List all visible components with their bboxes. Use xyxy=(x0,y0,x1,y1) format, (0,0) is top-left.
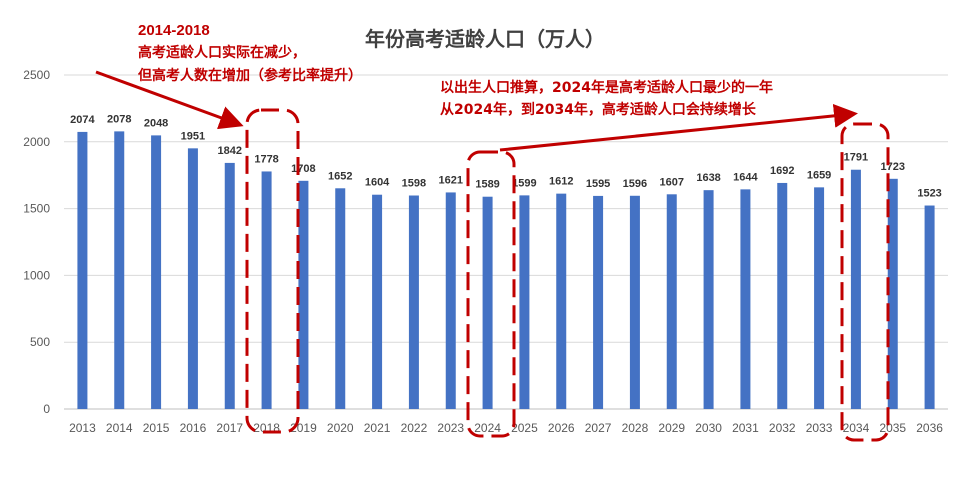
chart-title: 年份高考适龄人口（万人） xyxy=(365,27,605,51)
x-tick-label: 2025 xyxy=(511,421,538,435)
y-tick-label: 2500 xyxy=(23,68,50,82)
bar xyxy=(187,148,198,409)
x-tick-label: 2026 xyxy=(548,421,575,435)
bar xyxy=(77,131,88,409)
x-axis: 2013 2014 2015 2016 2017 2018 2019 2020 2021 2022… xyxy=(69,421,943,435)
bar xyxy=(740,189,751,409)
x-tick-label: 2022 xyxy=(401,421,428,435)
x-tick-label: 2032 xyxy=(769,421,796,435)
highlight-box-2024 xyxy=(466,150,516,438)
data-label: 1723 xyxy=(881,161,905,173)
y-tick-label: 500 xyxy=(30,335,50,349)
x-tick-label: 2014 xyxy=(106,421,133,435)
bar xyxy=(777,182,788,409)
x-tick-label: 2033 xyxy=(806,421,833,435)
gridlines xyxy=(64,74,948,410)
y-tick-label: 1000 xyxy=(23,268,50,282)
data-label: 1598 xyxy=(402,178,426,190)
bar xyxy=(666,194,677,409)
data-label: 1604 xyxy=(365,177,390,189)
bar xyxy=(445,192,456,409)
bars xyxy=(77,131,935,409)
y-tick-label: 0 xyxy=(43,402,50,416)
data-label: 2048 xyxy=(144,117,168,129)
data-label: 1692 xyxy=(770,165,794,177)
data-label: 1589 xyxy=(475,179,499,191)
data-label: 1842 xyxy=(218,145,242,157)
x-tick-label: 2015 xyxy=(143,421,170,435)
bar xyxy=(372,194,383,409)
annotation-right-line-2: 从2024年，到2034年，高考适龄人口会持续增长 xyxy=(440,101,757,118)
x-tick-label: 2028 xyxy=(622,421,649,435)
x-tick-label: 2030 xyxy=(695,421,722,435)
bar xyxy=(593,195,604,409)
y-axis: 0 500 1000 1500 2000 2500 xyxy=(23,68,50,416)
x-tick-label: 2021 xyxy=(364,421,391,435)
x-tick-label: 2035 xyxy=(879,421,906,435)
annotation-left-line-3: 但高考人数在增加（参考比率提升） xyxy=(137,67,362,84)
data-label: 1708 xyxy=(291,163,315,175)
bar xyxy=(298,180,309,409)
x-tick-label: 2029 xyxy=(658,421,685,435)
x-tick-label: 2016 xyxy=(180,421,207,435)
annotation-left: 2014-2018 高考适龄人口实际在减少， 但高考人数在增加（参考比率提升） xyxy=(137,22,362,84)
data-label: 2078 xyxy=(107,113,131,125)
bar xyxy=(408,195,419,409)
annotation-marks xyxy=(95,70,890,442)
data-label: 1599 xyxy=(512,177,536,189)
bar xyxy=(114,131,125,409)
data-label: 1778 xyxy=(254,153,278,165)
data-label: 1596 xyxy=(623,178,647,190)
data-label: 1523 xyxy=(917,188,941,200)
bar xyxy=(629,195,640,409)
bar xyxy=(556,193,567,409)
bar xyxy=(924,205,935,409)
data-label: 1659 xyxy=(807,169,831,181)
x-tick-label: 2024 xyxy=(474,421,501,435)
x-tick-label: 2023 xyxy=(437,421,464,435)
annotation-right-line-1: 以出生人口推算，2024年是高考适龄人口最少的一年 xyxy=(440,79,773,96)
data-label: 1638 xyxy=(696,172,720,184)
bar xyxy=(887,178,898,409)
x-tick-label: 2013 xyxy=(69,421,96,435)
y-tick-label: 2000 xyxy=(23,135,50,149)
highlight-box-2018 xyxy=(245,108,300,434)
x-tick-label: 2036 xyxy=(916,421,943,435)
x-tick-label: 2020 xyxy=(327,421,354,435)
bar xyxy=(850,169,861,409)
data-labels: 2074 2078 2048 1951 1842 1778 1708 1652 1604 1598… xyxy=(70,113,942,199)
bar xyxy=(703,190,714,409)
data-label: 2074 xyxy=(70,114,95,126)
y-tick-label: 1500 xyxy=(23,202,50,216)
x-tick-label: 2031 xyxy=(732,421,759,435)
data-label: 1607 xyxy=(660,176,684,188)
bar xyxy=(814,187,825,409)
bar xyxy=(519,195,530,409)
arrow-right xyxy=(499,103,858,152)
bar xyxy=(224,162,235,409)
data-label: 1621 xyxy=(439,174,463,186)
annotation-right: 以出生人口推算，2024年是高考适龄人口最少的一年 从2024年，到2034年，… xyxy=(440,79,773,118)
annotation-left-line-1: 2014-2018 xyxy=(138,22,210,39)
bar xyxy=(151,135,162,409)
highlight-box-2034 xyxy=(840,122,890,442)
x-tick-label: 2034 xyxy=(843,421,870,435)
data-label: 1595 xyxy=(586,178,610,190)
data-label: 1644 xyxy=(733,171,758,183)
x-tick-label: 2017 xyxy=(216,421,243,435)
data-label: 1652 xyxy=(328,170,352,182)
x-tick-label: 2027 xyxy=(585,421,612,435)
arrow-left xyxy=(95,70,244,130)
data-label: 1951 xyxy=(181,130,205,142)
data-label: 1612 xyxy=(549,176,573,188)
annotation-left-line-2: 高考适龄人口实际在减少， xyxy=(138,44,306,61)
bar xyxy=(261,171,272,409)
data-label: 1791 xyxy=(844,152,868,164)
bar xyxy=(335,188,346,409)
bar xyxy=(482,196,493,409)
